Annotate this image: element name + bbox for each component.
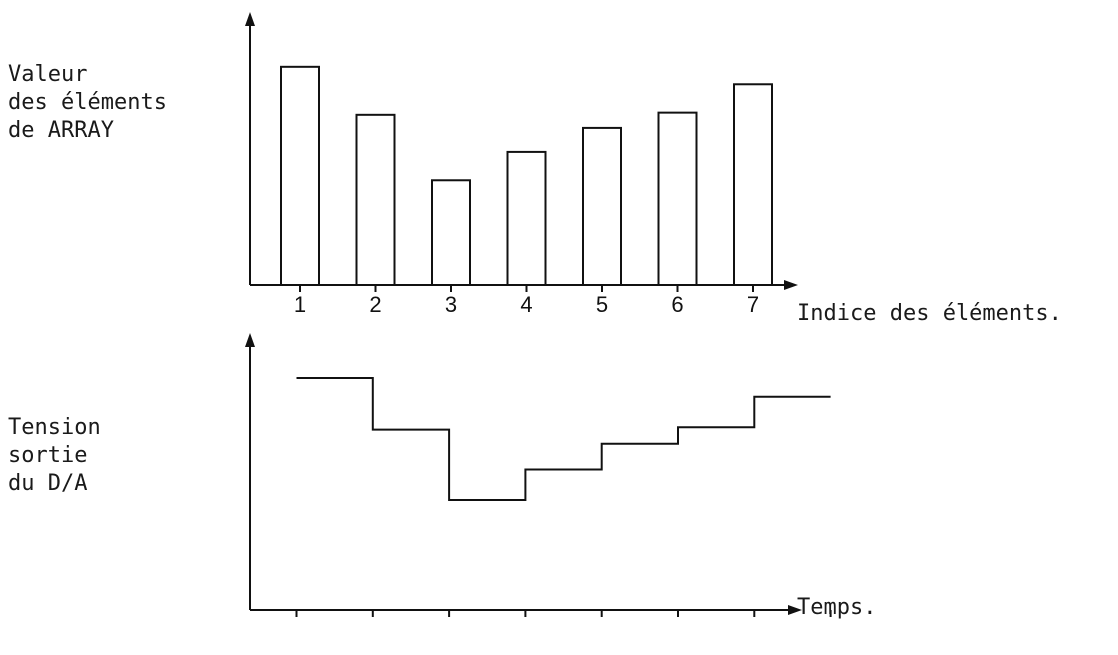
x-tick-label: 6 xyxy=(671,292,683,317)
bottom-y-axis-arrow xyxy=(245,333,255,347)
top-y-axis-arrow xyxy=(245,12,255,26)
bottom-y-axis-label-line: sortie xyxy=(8,443,88,468)
top-y-axis-label-line: de ARRAY xyxy=(8,118,114,143)
top-x-axis-arrow xyxy=(784,280,798,290)
x-tick-label: 3 xyxy=(445,292,457,317)
bar xyxy=(582,126,622,286)
bar-chart: 1 2 3 4 5 6 7 xyxy=(245,12,798,317)
bottom-y-axis-label-line: du D/A xyxy=(8,471,88,496)
step-series-line xyxy=(296,377,831,501)
bar xyxy=(506,150,547,286)
x-tick-label: 1 xyxy=(294,292,306,317)
x-tick-label: 4 xyxy=(520,292,532,317)
bottom-x-axis-arrow xyxy=(788,605,802,615)
bar xyxy=(355,113,396,287)
bar xyxy=(657,111,698,286)
top-y-axis-label-line: Valeur xyxy=(8,62,88,87)
bottom-y-axis-label: Tension sortie du D/A xyxy=(8,414,101,498)
x-tick-label: 5 xyxy=(596,292,608,317)
step-chart xyxy=(245,333,832,617)
bar xyxy=(733,83,773,287)
bottom-y-axis-label-line: Tension xyxy=(8,415,101,440)
x-tick-label: 7 xyxy=(747,292,759,317)
bottom-x-axis-label: Temps. xyxy=(797,595,877,620)
x-tick-label: 2 xyxy=(369,292,381,317)
top-x-axis-label: Indice des éléments. xyxy=(797,301,1062,326)
bar xyxy=(431,179,471,286)
top-y-axis-label: Valeur des éléments de ARRAY xyxy=(8,61,167,145)
top-y-axis-label-line: des éléments xyxy=(8,90,167,115)
bar xyxy=(280,65,320,287)
